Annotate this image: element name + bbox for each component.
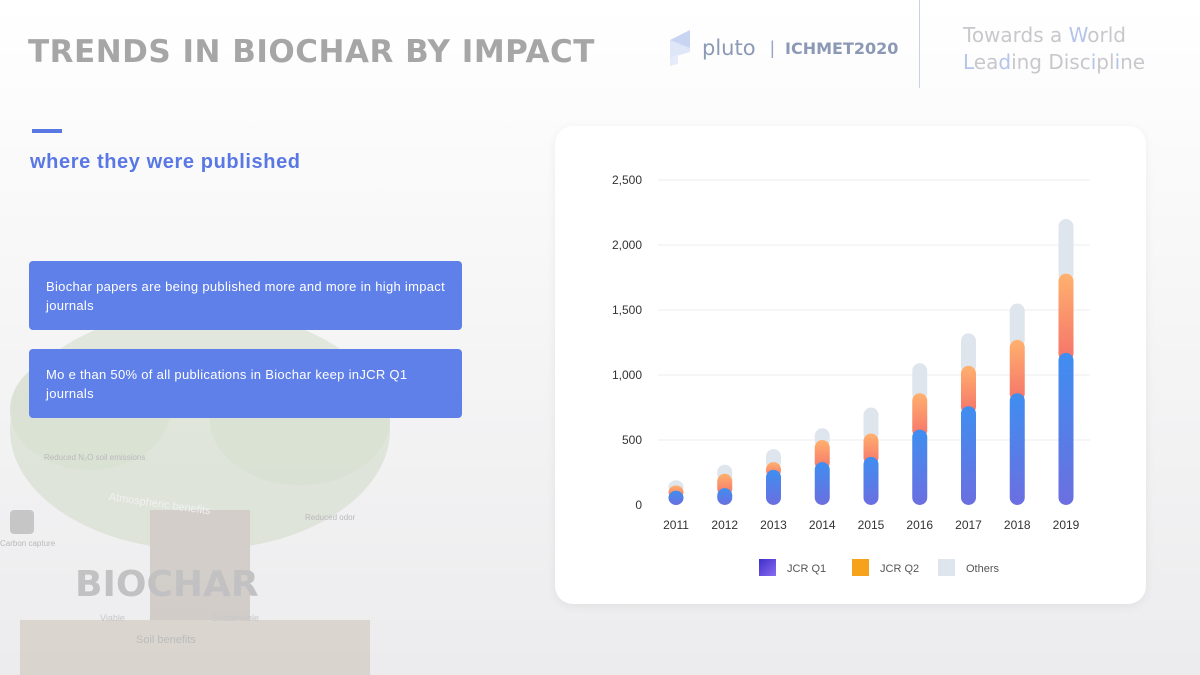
bar-jcr-q1-2015 (863, 456, 879, 505)
x-tick-label: 2013 (760, 518, 787, 532)
logo-conference: ICHMET2020 (785, 39, 899, 58)
art-label: Carbon capture (0, 539, 56, 548)
tagline-part: orld (1087, 23, 1126, 47)
tagline-part: ing Disc (1011, 50, 1091, 74)
art-label: Reduced N₂O soil emissions (44, 453, 145, 462)
tagline: Towards a World Leading Discipline (963, 22, 1145, 76)
tagline-part: i (1090, 50, 1097, 74)
bar-jcr-q1-2017 (961, 406, 976, 505)
logo-separator: | (770, 38, 775, 58)
legend-label: Others (966, 563, 1000, 575)
carbon-capture-icon (10, 510, 34, 534)
y-tick-label: 1,500 (612, 303, 642, 317)
legend-swatch (938, 559, 955, 576)
bar-jcr-q1-2014 (814, 462, 830, 505)
bar-jcr-q1-2016 (912, 429, 928, 505)
pluto-ichmet-logo: pluto | ICHMET2020 (668, 30, 898, 70)
x-tick-label: 2016 (906, 518, 933, 532)
y-tick-label: 2,500 (612, 173, 642, 187)
y-tick-label: 1,000 (612, 368, 642, 382)
bar-jcr-q2-2019 (1058, 273, 1074, 361)
x-tick-label: 2017 (955, 518, 982, 532)
y-tick-label: 500 (622, 433, 642, 447)
header-divider (919, 0, 920, 88)
bar-others-2019 (1058, 219, 1074, 282)
bar-others-2016 (912, 363, 928, 402)
bar-jcr-q2-2018 (1009, 339, 1025, 402)
page-title: TRENDS IN BIOCHAR BY IMPACT (28, 34, 595, 70)
tagline-part: d (998, 50, 1012, 74)
tagline-part: L (963, 50, 974, 74)
bar-jcr-q1-2012 (717, 488, 733, 505)
bar-jcr-q2-2014 (814, 440, 830, 471)
tagline-part: ne (1120, 50, 1146, 74)
subtitle-accent-bar (32, 129, 62, 133)
callout-q1-share: Mo e than 50% of all publications in Bio… (29, 349, 462, 418)
bar-others-2015 (863, 407, 879, 442)
x-tick-label: 2018 (1004, 518, 1031, 532)
bar-jcr-q1-2018 (1009, 393, 1025, 505)
bar-others-2018 (1009, 303, 1025, 348)
tagline-part: pl (1096, 50, 1115, 74)
legend-swatch (852, 559, 869, 576)
stacked-bar-chart: 0 500 1,000 1,500 2,000 2,500 2011 2012 2013 2014… (612, 173, 1090, 576)
x-tick-label: 2015 (858, 518, 885, 532)
bar-others-2017 (961, 333, 976, 374)
tagline-part: ea (973, 50, 999, 74)
callout-high-impact: Biochar papers are being published more … (29, 261, 462, 330)
tagline-part: W (1068, 23, 1088, 47)
tagline-part: Towards a (963, 23, 1069, 47)
x-tick-label: 2019 (1053, 518, 1080, 532)
bar-jcr-q1-2011 (668, 490, 684, 505)
bar-jcr-q2-2015 (863, 433, 879, 465)
x-tick-label: 2014 (809, 518, 836, 532)
subtitle: where they were published (30, 151, 301, 173)
bar-jcr-q2-2017 (961, 365, 976, 415)
bar-jcr-q2-2016 (912, 393, 928, 438)
bar-jcr-q1-2013 (766, 469, 781, 505)
art-label: Reduced odor (305, 513, 356, 522)
tree-trunk (150, 510, 250, 620)
y-tick-label: 2,000 (612, 238, 642, 252)
pluto-logo-icon (670, 30, 690, 66)
art-label: Soil benefits (136, 634, 196, 646)
chart-card: 0 500 1,000 1,500 2,000 2,500 2011 2012 2013 2014… (555, 126, 1146, 604)
y-tick-label: 0 (635, 498, 642, 512)
soil-layer (20, 620, 370, 675)
x-tick-label: 2012 (711, 518, 738, 532)
legend-swatch (759, 559, 776, 576)
legend-label: JCR Q1 (787, 563, 826, 575)
logo-brand: pluto (702, 36, 756, 60)
x-tick-label: 2011 (663, 518, 689, 532)
legend-label: JCR Q2 (880, 563, 919, 575)
tagline-part: i (1114, 50, 1121, 74)
art-label: Viable (100, 613, 125, 623)
art-label: Sustainable (212, 613, 259, 623)
biochar-word: BIOCHAR (75, 564, 259, 605)
bar-jcr-q1-2019 (1058, 352, 1074, 505)
